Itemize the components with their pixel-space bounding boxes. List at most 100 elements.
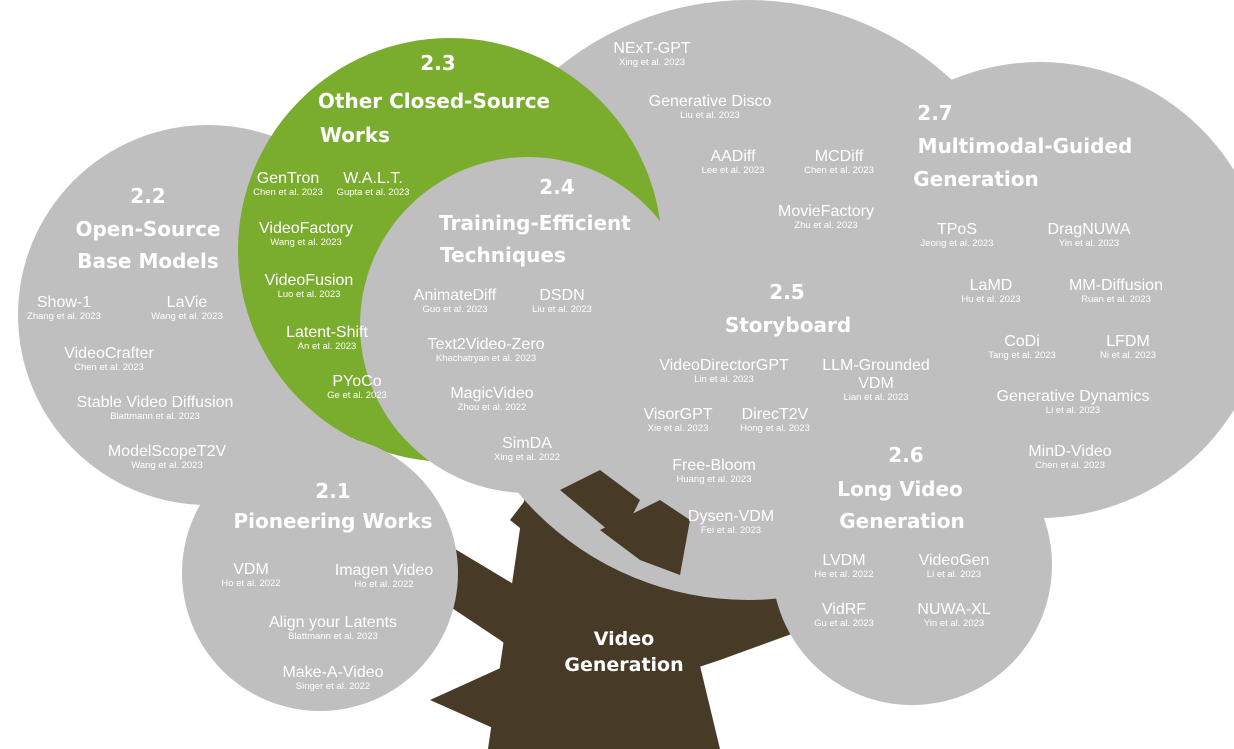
work-text2video-zero: Text2Video-Zero Khachatryan et al. 2023 — [427, 336, 544, 365]
work-cite: Ho et al. 2022 — [221, 577, 281, 589]
work-name: GenTron — [256, 170, 320, 187]
work-name: MovieFactory — [777, 203, 875, 220]
work-name: CoDi — [1004, 333, 1040, 350]
work-cite: Ni et al. 2023 — [1100, 349, 1156, 361]
work-name: VidRF — [821, 601, 867, 618]
bubble-long-video — [772, 425, 1052, 705]
tree-trunk-front — [430, 470, 690, 740]
root-label: Video Generation — [564, 627, 683, 678]
work-name: VisorGPT — [643, 406, 713, 423]
work-name: TPoS — [936, 221, 977, 238]
work-videofusion: VideoFusion Luo et al. 2023 — [265, 272, 354, 301]
work-cite: Chen et al. 2023 — [804, 164, 874, 176]
work-nuwa-xl: NUWA-XL Yin et al. 2023 — [917, 601, 990, 630]
work-name: Imagen Video — [334, 562, 434, 579]
work-pyoco: PYoCo Ge et al. 2023 — [327, 373, 387, 402]
work-imagen-video: Imagen Video Ho et al. 2022 — [335, 562, 433, 591]
work-show-1: Show-1 Zhang et al. 2023 — [27, 294, 101, 323]
work-next-gpt: NExT-GPT Xing et al. 2023 — [613, 40, 690, 69]
work-name: LaVie — [166, 294, 208, 311]
bubble-training-efficient — [360, 157, 696, 493]
work-name: Generative Disco — [648, 93, 772, 110]
section-25-title: Storyboard — [724, 313, 852, 337]
work-cite: Luo et al. 2023 — [277, 288, 341, 300]
work-cite: Chen et al. 2023 — [1035, 459, 1105, 471]
work-cite: An et al. 2023 — [297, 340, 357, 352]
work-dragnuwa: DragNUWA Yin et al. 2023 — [1048, 221, 1131, 250]
work-vidrf: VidRF Gu et al. 2023 — [814, 601, 874, 630]
work-name: NExT-GPT — [613, 40, 691, 57]
work-cite: Yin et al. 2023 — [923, 617, 985, 629]
section-27-number: 2.7 — [917, 101, 953, 125]
work-name: MagicVideo — [450, 385, 534, 402]
work-lfdm: LFDM Ni et al. 2023 — [1100, 333, 1156, 362]
work-mm-diffusion: MM-Diffusion Ruan et al. 2023 — [1069, 277, 1163, 306]
work-cite: Chen et al. 2023 — [253, 186, 323, 198]
work-cite: Jeong et al. 2023 — [920, 237, 994, 249]
work-cite: Chen et al. 2023 — [74, 361, 144, 373]
work-name: MCDiff — [814, 148, 864, 165]
work-name: LLM-Grounded — [822, 357, 930, 374]
work-name: Text2Video-Zero — [427, 336, 545, 353]
work-cite: Hong et al. 2023 — [740, 422, 810, 434]
work-generative-disco: Generative Disco Liu et al. 2023 — [649, 93, 772, 122]
work-name: Align your Latents — [268, 614, 398, 631]
work-cite: Singer et al. 2022 — [295, 680, 371, 692]
section-26-title-line1: Long Video — [837, 477, 963, 501]
work-align-your-latents: Align your Latents Blattmann et al. 2023 — [269, 614, 397, 643]
work-name: VideoFusion — [264, 272, 354, 289]
work-cite: Khachatryan et al. 2023 — [435, 352, 537, 364]
work-name: DragNUWA — [1047, 221, 1131, 238]
work-gentron: GenTron Chen et al. 2023 — [253, 170, 323, 199]
work-mcdiff: MCDiff Chen et al. 2023 — [804, 148, 874, 177]
work-cite: Fei et al. 2023 — [700, 524, 762, 536]
work-cite: Lian et al. 2023 — [843, 391, 909, 403]
work-name: Latent-Shift — [286, 324, 368, 341]
work-cite: Blattmann et al. 2023 — [288, 630, 378, 642]
section-25-number: 2.5 — [769, 280, 805, 304]
work-llm-grounded-vdm: LLM-Grounded VDM Lian et al. 2023 — [822, 357, 930, 403]
section-22-number: 2.2 — [130, 184, 166, 208]
work-name: Stable Video Diffusion — [76, 394, 234, 411]
section-22-title-line1: Open-Source — [75, 217, 221, 241]
work-latent-shift: Latent-Shift An et al. 2023 — [286, 324, 368, 353]
section-24-title-line2: Techniques — [440, 243, 566, 267]
work-simda: SimDA Xing et al. 2022 — [494, 435, 560, 464]
section-24-title-line1: Training-Efficient — [439, 211, 631, 235]
work-name: VideoFactory — [259, 220, 353, 237]
work-cite: Li et al. 2023 — [1045, 404, 1101, 416]
work-moviefactory: MovieFactory Zhu et al. 2023 — [778, 203, 874, 232]
root-line1: Video — [593, 628, 655, 650]
work-cite: Lin et al. 2023 — [694, 373, 754, 385]
work-tpos: TPoS Jeong et al. 2023 — [921, 221, 994, 250]
work-cite: Wang et al. 2023 — [270, 236, 342, 248]
work-name: VDM — [233, 561, 269, 578]
work-lamd: LaMD Hu et al. 2023 — [961, 277, 1020, 306]
work-cite: Xing et al. 2023 — [618, 56, 686, 68]
work-free-bloom: Free-Bloom Huang et al. 2023 — [672, 457, 756, 486]
work-direct2v: DirecT2V Hong et al. 2023 — [740, 406, 810, 435]
work-codi: CoDi Tang et al. 2023 — [988, 333, 1056, 362]
work-name: DSDN — [539, 287, 585, 304]
section-22-title-line2: Base Models — [77, 249, 219, 273]
work-lvdm: LVDM He et al. 2022 — [814, 552, 873, 581]
work-cite: Zhu et al. 2023 — [794, 219, 858, 231]
work-name: VideoDirectorGPT — [659, 357, 789, 374]
work-name: SimDA — [502, 435, 552, 452]
work-name: LFDM — [1106, 333, 1150, 350]
work-cite: Blattmann et al. 2023 — [110, 410, 200, 422]
work-name: Generative Dynamics — [996, 388, 1150, 405]
work-stable-video-diffusion: Stable Video Diffusion Blattmann et al. … — [77, 394, 234, 423]
work-name: NUWA-XL — [917, 601, 991, 618]
work-name: W.A.L.T. — [343, 170, 403, 187]
work-name: AADiff — [710, 148, 756, 165]
work-name: Dysen-VDM — [687, 508, 775, 525]
work-cite: He et al. 2022 — [814, 568, 874, 580]
work-cite: Guo et al. 2023 — [422, 303, 488, 315]
section-23-number: 2.3 — [420, 51, 456, 75]
work-cite: Hu et al. 2023 — [961, 293, 1021, 305]
work-name: VideoGen — [918, 552, 990, 569]
work-animatediff: AnimateDiff Guo et al. 2023 — [414, 287, 496, 316]
work-name: PYoCo — [332, 373, 382, 390]
